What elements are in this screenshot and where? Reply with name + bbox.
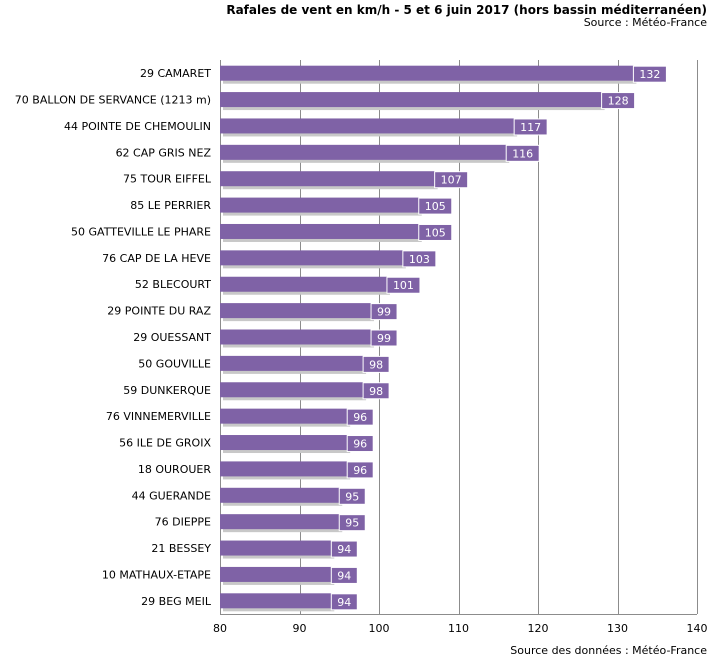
bar xyxy=(220,223,419,239)
value-label-box xyxy=(362,355,390,373)
bar xyxy=(220,487,340,503)
value-label: 101 xyxy=(393,279,414,292)
value-label: 96 xyxy=(353,438,367,451)
value-label-box xyxy=(346,408,374,426)
category-label: 52 BLECOURT xyxy=(135,278,211,291)
value-label-box xyxy=(601,92,636,110)
chart-source: Source : Météo-France xyxy=(583,16,707,29)
value-label: 96 xyxy=(353,464,367,477)
category-label: 62 CAP GRIS NEZ xyxy=(116,146,212,159)
data-source-note: Source des données : Météo-France xyxy=(510,644,707,657)
value-label-box xyxy=(402,250,437,268)
chart-title: Rafales de vent en km/h - 5 et 6 juin 20… xyxy=(226,3,707,17)
value-label-box xyxy=(338,487,366,505)
value-label-box xyxy=(434,171,469,189)
value-label: 95 xyxy=(345,490,359,503)
value-label: 98 xyxy=(369,358,383,371)
bar xyxy=(220,408,348,424)
value-label-box xyxy=(346,461,374,479)
bar xyxy=(220,540,332,556)
bar xyxy=(220,566,332,582)
bar xyxy=(220,382,364,398)
value-label: 105 xyxy=(425,200,446,213)
value-label: 103 xyxy=(409,253,430,266)
category-label: 76 DIEPPE xyxy=(155,516,211,529)
value-label: 117 xyxy=(520,121,541,134)
value-label-box xyxy=(362,382,390,400)
value-label: 99 xyxy=(377,332,391,345)
value-label-box xyxy=(346,435,374,453)
value-label: 128 xyxy=(608,95,629,108)
category-label: 56 ILE DE GROIX xyxy=(119,437,211,450)
value-label-box xyxy=(370,303,398,321)
bar xyxy=(220,303,372,319)
x-tick-label: 120 xyxy=(528,622,549,635)
value-label: 95 xyxy=(345,517,359,530)
bar xyxy=(220,276,387,292)
bar xyxy=(220,171,435,187)
category-label: 76 CAP DE LA HEVE xyxy=(102,252,211,265)
x-tick-label: 80 xyxy=(213,622,227,635)
value-label-box xyxy=(513,118,548,136)
value-label-box xyxy=(505,144,540,162)
category-label: 85 LE PERRIER xyxy=(130,199,211,212)
x-tick-label: 130 xyxy=(607,622,628,635)
x-tick-label: 100 xyxy=(369,622,390,635)
bar xyxy=(220,65,634,81)
value-label-box xyxy=(330,540,358,558)
category-label: 59 DUNKERQUE xyxy=(123,384,211,397)
bar xyxy=(220,435,348,451)
bar xyxy=(220,329,372,345)
category-label: 44 POINTE DE CHEMOULIN xyxy=(64,120,211,133)
value-label-box xyxy=(330,566,358,584)
value-label: 96 xyxy=(353,411,367,424)
value-label-box xyxy=(418,223,453,241)
value-label: 94 xyxy=(337,596,351,609)
category-label: 29 POINTE DU RAZ xyxy=(107,305,211,318)
bar xyxy=(220,92,602,108)
value-label-box xyxy=(330,593,358,611)
bar xyxy=(220,118,515,134)
bar xyxy=(220,355,364,371)
category-label: 75 TOUR EIFFEL xyxy=(123,173,212,186)
value-label: 107 xyxy=(441,174,462,187)
category-label: 18 OUROUER xyxy=(138,463,212,476)
value-label: 116 xyxy=(512,147,533,160)
value-label: 105 xyxy=(425,226,446,239)
value-label-box xyxy=(418,197,453,215)
bar xyxy=(220,514,340,530)
category-label: 44 GUERANDE xyxy=(132,489,211,502)
bar xyxy=(220,461,348,477)
value-label: 98 xyxy=(369,385,383,398)
value-label: 94 xyxy=(337,569,351,582)
bar xyxy=(220,250,403,266)
bar xyxy=(220,144,507,160)
value-label-box xyxy=(338,514,366,532)
x-tick-label: 110 xyxy=(448,622,469,635)
value-label-box xyxy=(632,65,667,83)
category-label: 29 OUESSANT xyxy=(133,331,211,344)
category-label: 21 BESSEY xyxy=(151,542,211,555)
category-label: 29 CAMARET xyxy=(140,67,211,80)
category-label: 50 GOUVILLE xyxy=(138,357,211,370)
x-tick-label: 140 xyxy=(687,622,708,635)
bar xyxy=(220,197,419,213)
value-label: 99 xyxy=(377,306,391,319)
value-label-box xyxy=(370,329,398,347)
bar xyxy=(220,593,332,609)
category-label: 70 BALLON DE SERVANCE (1213 m) xyxy=(15,94,211,107)
x-tick-label: 90 xyxy=(293,622,307,635)
category-label: 76 VINNEMERVILLE xyxy=(106,410,211,423)
value-label: 132 xyxy=(639,68,660,81)
value-label-box xyxy=(386,276,421,294)
category-label: 50 GATTEVILLE LE PHARE xyxy=(71,225,211,238)
category-label: 10 MATHAUX-ETAPE xyxy=(102,568,211,581)
category-label: 29 BEG MEIL xyxy=(141,595,212,608)
value-label: 94 xyxy=(337,543,351,556)
